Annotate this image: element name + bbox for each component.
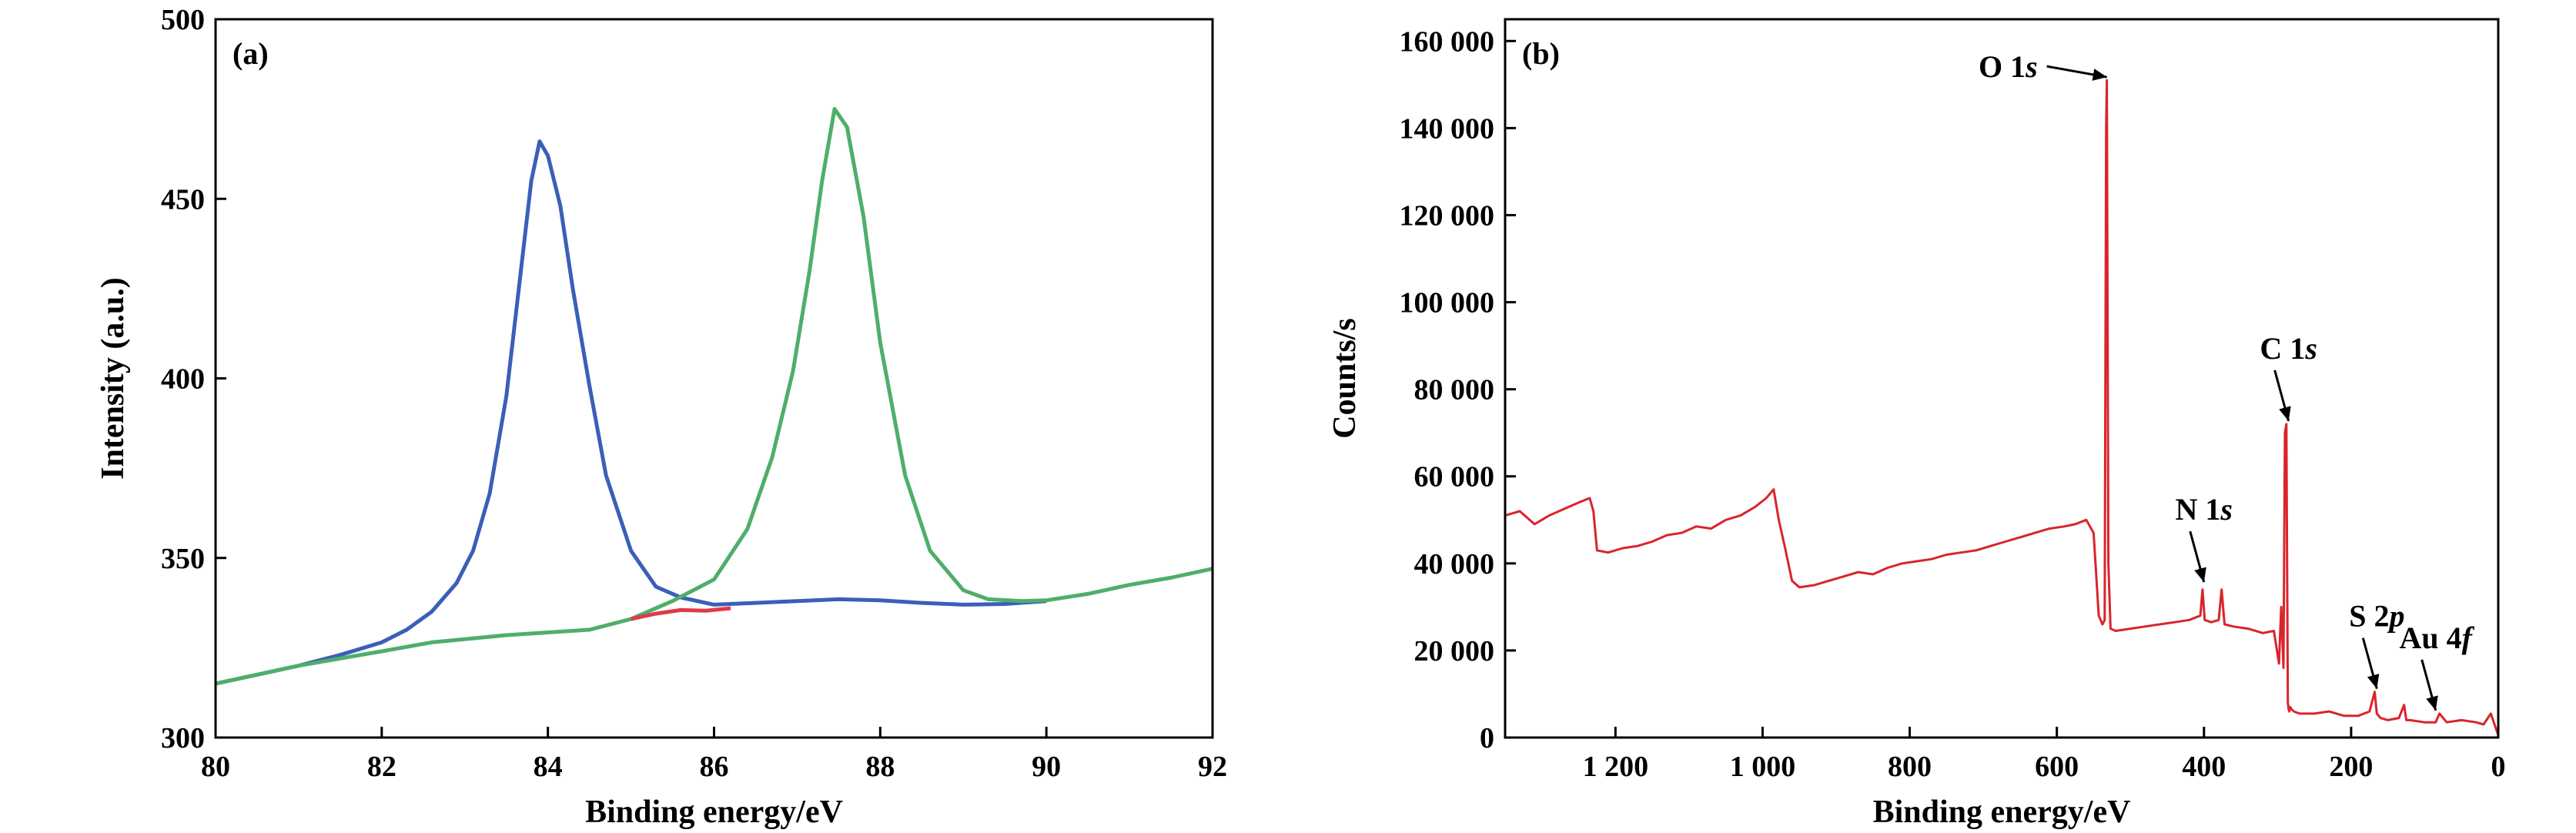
annotation-arrow-head bbox=[2426, 695, 2438, 711]
series-line-1 bbox=[1504, 79, 2500, 736]
peak-annotation-orbital: s bbox=[2304, 331, 2317, 366]
chart-panel-a: 80 82 84 86 88 90 92 300 350 400 450 500 Binding ene… bbox=[95, 4, 1227, 830]
x-axis-label: Binding energy/eV bbox=[585, 795, 843, 830]
y-tick-label: 80 000 bbox=[1414, 374, 1495, 406]
series-line-1 bbox=[215, 139, 1047, 686]
x-tick-label: 0 bbox=[2491, 751, 2506, 783]
peak-annotation-orbital: f bbox=[2462, 621, 2475, 655]
x-tick-label: 86 bbox=[700, 751, 729, 783]
peak-annotation-orbital: s bbox=[2025, 49, 2038, 84]
peak-annotation-orbital: s bbox=[2220, 492, 2233, 527]
peak-annotation: Au 4f bbox=[2400, 621, 2475, 655]
x-tick-label: 400 bbox=[2182, 751, 2226, 783]
y-tick-label: 100 000 bbox=[1400, 287, 1495, 319]
y-tick-label: 400 bbox=[161, 363, 205, 396]
annotation-arrow-head bbox=[2367, 674, 2380, 689]
x-tick-label: 88 bbox=[865, 751, 895, 783]
plot-frame bbox=[1504, 18, 2500, 739]
y-tick-label: 40 000 bbox=[1414, 548, 1495, 580]
x-tick-label: 1 200 bbox=[1583, 751, 1649, 783]
y-tick-label: 140 000 bbox=[1400, 112, 1495, 145]
y-tick-label: 300 bbox=[161, 722, 205, 754]
x-axis-label: Binding energy/eV bbox=[1873, 795, 2131, 830]
y-axis-label: Intensity (a.u.) bbox=[95, 277, 131, 480]
y-axis-label: Counts/s bbox=[1327, 318, 1363, 438]
y-tick-label: 350 bbox=[161, 543, 205, 575]
x-tick-label: 92 bbox=[1198, 751, 1227, 783]
y-tick-label: 160 000 bbox=[1400, 25, 1495, 58]
peak-annotation: S 2p bbox=[2349, 599, 2404, 634]
peak-annotation-orbital: p bbox=[2387, 599, 2404, 634]
x-tick-label: 1 000 bbox=[1730, 751, 1796, 783]
y-tick-label: 500 bbox=[161, 4, 205, 36]
chart-panel-b: 1 200 1 000 800 600 400 200 0 0 20 000 40 000 60 0… bbox=[1327, 18, 2506, 830]
y-tick-label: 0 bbox=[1480, 722, 1494, 754]
x-tick-label: 200 bbox=[2329, 751, 2373, 783]
annotation-arrow-head bbox=[2279, 406, 2291, 421]
peak-annotation: N 1s bbox=[2176, 492, 2233, 527]
x-tick-label: 800 bbox=[1888, 751, 1932, 783]
peak-annotation: O 1s bbox=[1979, 49, 2038, 84]
series-line-3 bbox=[631, 606, 731, 621]
y-tick-label: 450 bbox=[161, 183, 205, 216]
annotation-arrow-head bbox=[2092, 69, 2107, 81]
x-tick-label: 82 bbox=[367, 751, 396, 783]
x-tick-label: 80 bbox=[201, 751, 230, 783]
panel-label: (b) bbox=[1522, 36, 1560, 71]
x-tick-label: 90 bbox=[1032, 751, 1061, 783]
x-tick-label: 84 bbox=[534, 751, 563, 783]
peak-annotation: C 1s bbox=[2260, 331, 2317, 366]
annotation-arrow-head bbox=[2194, 567, 2206, 583]
y-tick-label: 20 000 bbox=[1414, 635, 1495, 667]
y-tick-label: 120 000 bbox=[1400, 199, 1495, 232]
series-line-2 bbox=[215, 107, 1213, 686]
plot-frame bbox=[214, 18, 1214, 739]
panel-label: (a) bbox=[233, 36, 269, 71]
x-tick-label: 600 bbox=[2035, 751, 2079, 783]
y-tick-label: 60 000 bbox=[1414, 461, 1495, 493]
